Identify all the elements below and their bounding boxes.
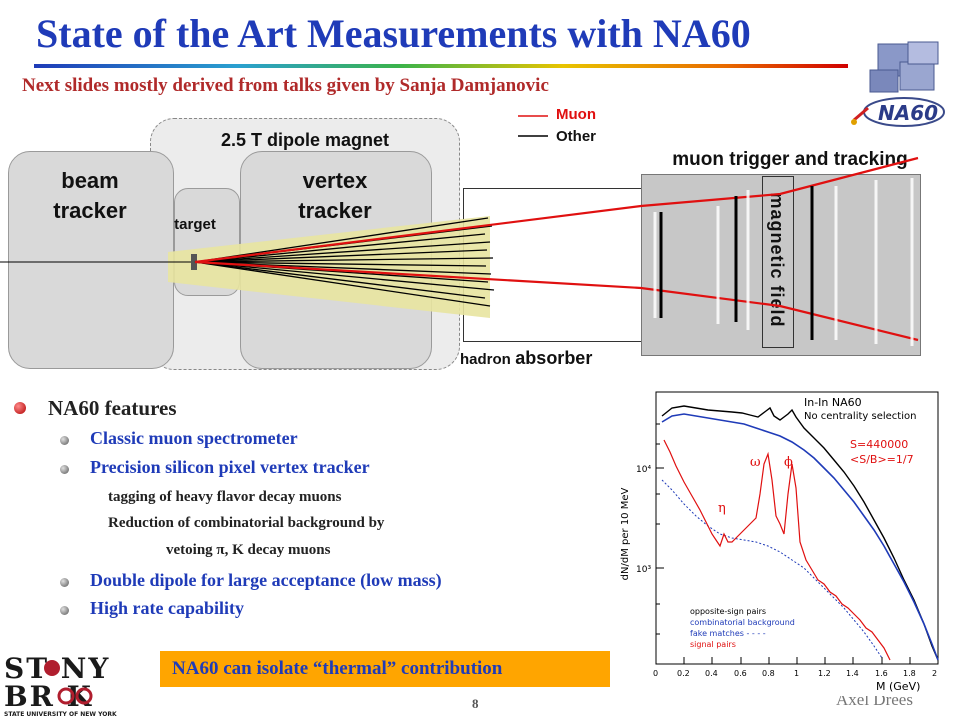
- logo-text: NA60: [878, 101, 938, 125]
- bullet-icon: [60, 606, 69, 615]
- mass-spectrum-plot: In-In NA60 No centrality selection S=440…: [614, 384, 946, 696]
- features-heading: NA60 features: [48, 396, 177, 420]
- ytick-label: 10³: [636, 565, 651, 575]
- title-underline: [34, 64, 848, 68]
- plot-subheader: No centrality selection: [804, 411, 916, 422]
- combinatorial-background-curve: [661, 413, 939, 661]
- x-ticks: [655, 657, 939, 664]
- omega-label: ω: [750, 455, 761, 470]
- plot-legend-item: fake matches - - - -: [690, 629, 766, 638]
- magnet-label: 2.5 T dipole magnet: [220, 130, 390, 150]
- plot-s-label: S=440000: [850, 438, 908, 451]
- ytick-label: 10⁴: [636, 465, 651, 475]
- legend-muon-label: Muon: [556, 106, 596, 123]
- feature-subitem: Reduction of combinatorial background by: [108, 515, 385, 531]
- xtick-label: 1: [794, 669, 799, 678]
- absorber-label: hadron absorber: [460, 348, 592, 369]
- page-number: 8: [472, 696, 479, 711]
- bullet-icon: [60, 578, 69, 587]
- xtick-label: 0.8: [762, 669, 775, 678]
- logo-line3: STATE UNIVERSITY OF NEW YORK: [4, 711, 117, 718]
- y-ticks: [656, 423, 664, 635]
- phi-label: ϕ: [784, 455, 793, 470]
- xtick-label: 1.4: [846, 669, 859, 678]
- eta-label: η: [718, 501, 726, 516]
- plot-sb-label: <S/B>=1/7: [850, 453, 914, 466]
- xtick-label: 1.6: [875, 669, 888, 678]
- y-axis-label: dN/dM per 10 MeV: [620, 488, 631, 581]
- plot-legend-item: combinatorial background: [690, 618, 795, 627]
- xtick-label: 0: [653, 669, 658, 678]
- beam-tracker-label: beam tracker: [53, 168, 127, 223]
- magnetic-field-box: [762, 176, 794, 348]
- beam-tracker-box: [8, 151, 174, 369]
- stony-brook-logo: ST NY BR K STATE UNIVERSITY OF NEW YORK: [4, 652, 144, 718]
- feature-subitem: tagging of heavy flavor decay muons: [108, 489, 342, 505]
- muon-trigger-label: muon trigger and tracking: [672, 149, 908, 170]
- absorber-label-small: hadron: [460, 351, 511, 368]
- slide-title: State of the Art Measurements with NA60: [36, 11, 751, 56]
- muon-tracks: [194, 156, 919, 342]
- other-tracks: [194, 217, 495, 307]
- slide-subtitle: Next slides mostly derived from talks gi…: [22, 75, 549, 96]
- callout-text: NA60 can isolate “thermal” contribution: [172, 658, 503, 679]
- feature-subitem: vetoing π, K decay muons: [166, 542, 331, 558]
- track-overlay: [0, 115, 919, 346]
- tracker-planes: [659, 186, 814, 340]
- xtick-label: 0.2: [677, 669, 690, 678]
- hadron-absorber-box: [463, 188, 643, 342]
- plot-header: In-In NA60: [804, 396, 862, 409]
- bullet-icon: [14, 402, 26, 414]
- absorber-label-big: absorber: [515, 348, 593, 368]
- xtick-label: 2: [932, 669, 937, 678]
- logo-line2: BR K: [4, 680, 93, 713]
- feature-item: Precision silicon pixel vertex tracker: [90, 457, 370, 477]
- xtick-label: 1.8: [903, 669, 916, 678]
- feature-item: Double dipole for large acceptance (low …: [90, 570, 442, 590]
- legend-other-label: Other: [556, 128, 597, 145]
- na60-logo: NA60: [848, 40, 952, 132]
- bullet-icon: [60, 465, 69, 474]
- opposite-sign-pairs-curve: [661, 405, 939, 661]
- x-axis-label: M (GeV): [876, 680, 920, 693]
- feature-item: High rate capability: [90, 598, 244, 618]
- feature-item: Classic muon spectrometer: [90, 428, 298, 448]
- xtick-label: 1.2: [818, 669, 831, 678]
- vertex-tracker-label: vertex tracker: [298, 168, 372, 223]
- bullet-icon: [60, 436, 69, 445]
- signal-pairs-curve: [663, 439, 891, 661]
- target-marker: [191, 254, 197, 270]
- plot-legend-item: signal pairs: [690, 640, 736, 649]
- xtick-label: 0.4: [705, 669, 718, 678]
- xtick-label: 0.6: [734, 669, 747, 678]
- callout-box: NA60 can isolate “thermal” contribution: [160, 651, 610, 687]
- target-label: target: [174, 216, 216, 233]
- trigger-planes: [653, 178, 914, 346]
- plot-legend-item: opposite-sign pairs: [690, 607, 766, 616]
